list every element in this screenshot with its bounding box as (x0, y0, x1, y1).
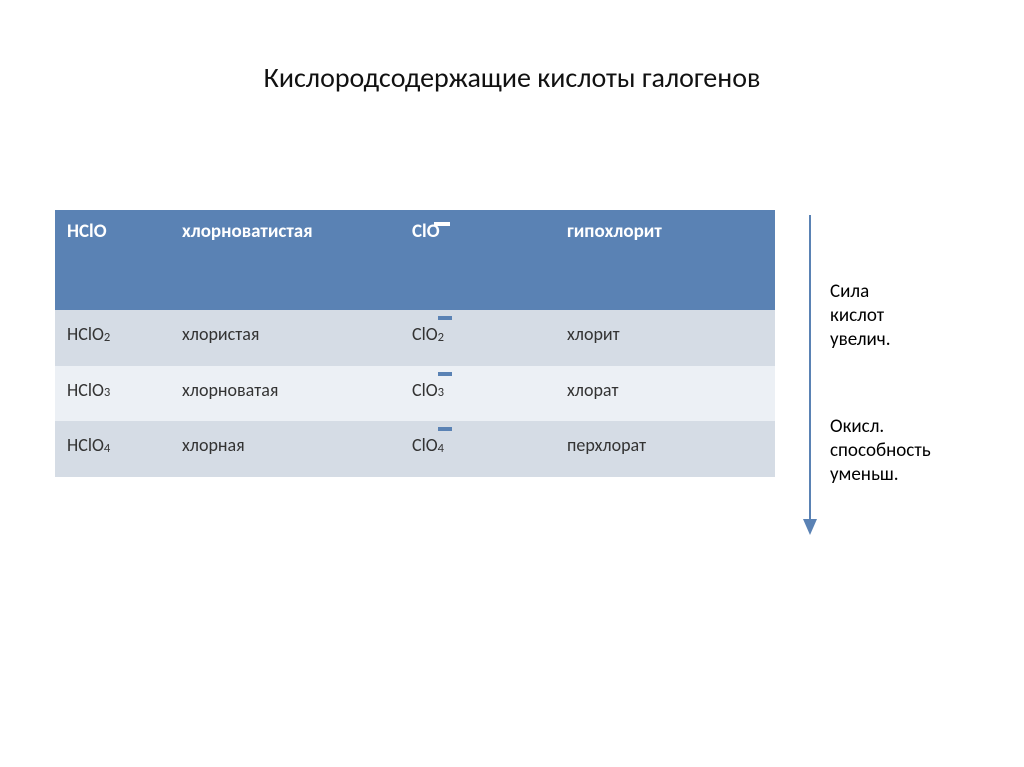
side-label-strength: Сила кислот увелич. (830, 280, 980, 351)
header-cell-acid-name: хлорноватистая (170, 210, 400, 310)
cell-acid-name: хлористая (170, 310, 400, 366)
cell-formula: HClO4 (55, 421, 170, 477)
cell-ion: ClO3 (400, 366, 555, 422)
table-row: HClO3 хлорноватая ClO3 хлорат (55, 366, 775, 422)
side-text: уменьш. (830, 463, 899, 486)
side-text: Окисл. (830, 415, 884, 438)
minus-icon (438, 316, 452, 320)
formula-base: HClO (67, 434, 104, 456)
side-text: Сила (830, 280, 869, 303)
ion-sub: 2 (438, 330, 444, 345)
formula-sub: 4 (104, 441, 110, 456)
cell-ion: ClO2 (400, 310, 555, 366)
table-row: HClO4 хлорная ClO4 перхлорат (55, 421, 775, 477)
cell-acid-name: хлорная (170, 421, 400, 477)
ion-sub: 3 (438, 385, 444, 400)
header-cell-ion: ClO (400, 210, 555, 310)
cell-acid-name: хлорноватая (170, 366, 400, 422)
side-text: увелич. (830, 328, 891, 351)
ion-sub: 4 (438, 441, 444, 456)
arrow-line (809, 215, 811, 525)
minus-icon (438, 427, 452, 431)
acids-table: HClO хлорноватистая ClO гипохлорит HClO2… (55, 210, 775, 477)
ion-base: ClO (412, 434, 438, 456)
table-row: HClO2 хлористая ClO2 хлорит (55, 310, 775, 366)
minus-icon (438, 372, 452, 376)
side-label-oxid: Окисл. способность уменьш. (830, 415, 1000, 486)
slide: Кислородсодержащие кислоты галогенов HCl… (0, 0, 1024, 767)
ion-base: ClO (412, 323, 438, 345)
ion-base: ClO (412, 379, 438, 401)
header-cell-salt: гипохлорит (555, 210, 775, 310)
formula-base: HClO (67, 323, 104, 345)
slide-title: Кислородсодержащие кислоты галогенов (0, 60, 1024, 95)
side-text: кислот (830, 304, 884, 327)
minus-icon (434, 222, 450, 226)
side-text: способность (830, 439, 931, 462)
cell-formula: HClO2 (55, 310, 170, 366)
cell-formula: HClO3 (55, 366, 170, 422)
cell-ion: ClO4 (400, 421, 555, 477)
formula-sub: 2 (104, 330, 110, 345)
cell-salt: хлорит (555, 310, 775, 366)
formula-base: HClO (67, 379, 104, 401)
arrow-head-icon (803, 519, 817, 535)
table-header-row: HClO хлорноватистая ClO гипохлорит (55, 210, 775, 310)
cell-salt: перхлорат (555, 421, 775, 477)
cell-salt: хлорат (555, 366, 775, 422)
formula-sub: 3 (104, 385, 110, 400)
header-cell-formula: HClO (55, 210, 170, 310)
trend-arrow (800, 215, 820, 535)
